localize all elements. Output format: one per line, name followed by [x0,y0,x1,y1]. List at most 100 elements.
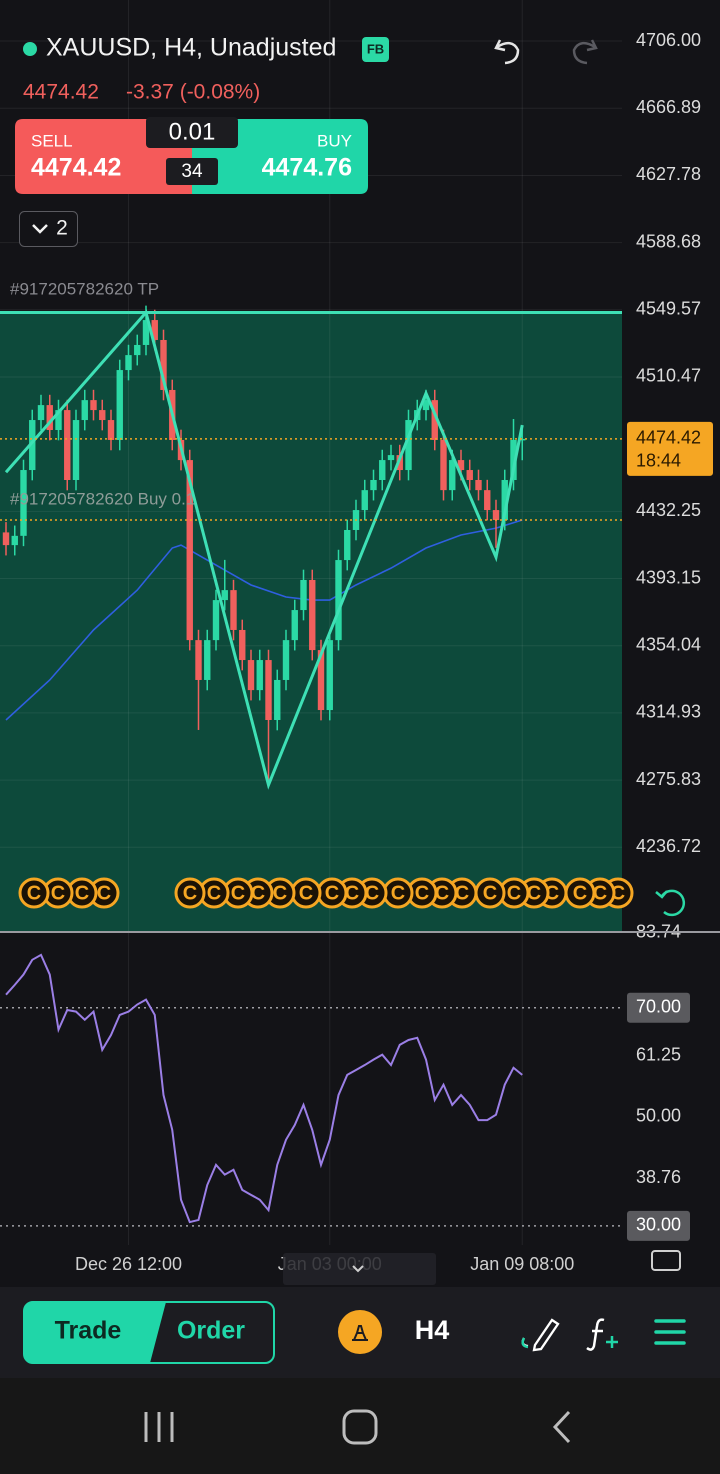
badge-box[interactable] [362,37,389,62]
candle-body [449,460,456,491]
badge[interactable]: FB [367,41,384,56]
trade-tab[interactable] [24,1302,166,1363]
candle-body [387,455,395,461]
moving-average [5,519,523,721]
candle-body [457,460,465,471]
reset-view[interactable] [660,889,685,917]
back-button[interactable] [552,1410,571,1444]
candle-body [484,490,491,511]
event-marker-label: C [251,882,265,904]
candle-body [300,579,307,611]
event-marker-label: C [483,882,497,904]
candle-body [265,660,272,721]
order-label[interactable]: Order [177,1317,245,1345]
candle-body [326,640,333,711]
system-nav [0,1378,720,1474]
current-price-tag [627,421,713,476]
candle-body [116,370,123,440]
candle-body [256,660,263,691]
trade-label[interactable]: Trade [55,1317,122,1345]
undo-button[interactable] [494,39,520,65]
event-marker-label: C [51,882,65,904]
candle-body [396,455,403,471]
candle-body [125,355,132,371]
buy-price[interactable]: 4474.76 [262,154,352,182]
level-tag [627,1210,690,1241]
recents-button[interactable] [144,1412,174,1442]
candle-body [186,460,193,641]
event-marker-label: C [27,882,41,904]
event-marker-label: C [299,882,313,904]
sell-label[interactable]: SELL [31,131,73,150]
indicator-tool[interactable] [586,1318,605,1351]
candle-body [405,420,412,471]
candle-body [344,529,351,561]
lot-size[interactable]: 0.01 [169,118,216,145]
y-tick-label: 61.25 [636,1044,681,1064]
fullscreen-button[interactable] [651,1250,681,1271]
event-marker-label: C [75,882,89,904]
candle-body [2,532,10,546]
y-tick-label: 4666.89 [636,97,701,117]
candle-body [55,410,62,431]
candle-body [519,438,526,441]
time-chevron[interactable] [352,1265,364,1273]
candle-body [142,320,150,345]
candle-body [204,640,211,680]
candle-body [247,660,255,691]
candle-body [46,405,53,431]
collapse-count[interactable]: 2 [56,217,68,240]
chart-area: 4706.00 4666.89 4627.78 4588.68 4549.57 4510.… [0,0,713,1274]
candle-body [107,420,115,440]
countdown: 18:44 [636,451,681,471]
event-marker-label: C [325,882,339,904]
candle-body [317,650,325,711]
home-button[interactable] [342,1409,378,1445]
candle-body [151,320,158,340]
redo-button[interactable] [572,39,598,65]
candle-body [64,410,71,481]
x-tick-label: Dec 26 12:00 [75,1254,182,1274]
y-tick-label: 4354.04 [636,634,701,654]
candle-body [309,579,316,651]
indicator-plus [606,1336,618,1348]
menu-button[interactable] [654,1319,686,1345]
buy-label[interactable]: BUY [317,131,352,150]
candle-body [221,590,228,601]
event-marker-label: C [507,882,521,904]
candle-body [431,400,438,440]
spread-box [166,158,218,185]
candle-body [370,480,377,491]
candle-body [422,400,430,411]
status-dot [23,42,37,56]
lot-box[interactable] [146,117,238,148]
y-tick-label: 4275.83 [636,769,701,789]
header-change: -3.37 (-0.08%) [126,81,260,104]
candle-body [37,405,45,421]
candle-body [475,480,482,491]
y-tick-label: 4510.47 [636,366,701,386]
event-marker-label: C [231,882,245,904]
x-tick-label: Jan 09 08:00 [470,1254,574,1274]
candle-body [361,490,368,511]
draw-tool-accent [521,1337,529,1349]
y-tick-label: 4706.00 [636,30,701,50]
y-tick-label: 4314.93 [636,702,701,722]
spread: 34 [181,161,203,182]
level-label: 70.00 [636,997,681,1017]
event-marker [174,877,206,909]
candle-body [11,535,18,546]
event-marker-label: C [207,882,221,904]
event-marker-label: C [435,882,449,904]
timeframe[interactable]: H4 [415,1315,450,1345]
event-marker-label: C [573,882,587,904]
event-marker-label: C [345,882,359,904]
candle-body [81,400,88,421]
collapse-button[interactable] [19,211,78,247]
current-price: 4474.42 [636,428,701,448]
sell-price[interactable]: 4474.42 [31,154,121,182]
event-marker-label: C [455,882,469,904]
candle-body [160,339,167,390]
rsi-line [5,953,523,1224]
